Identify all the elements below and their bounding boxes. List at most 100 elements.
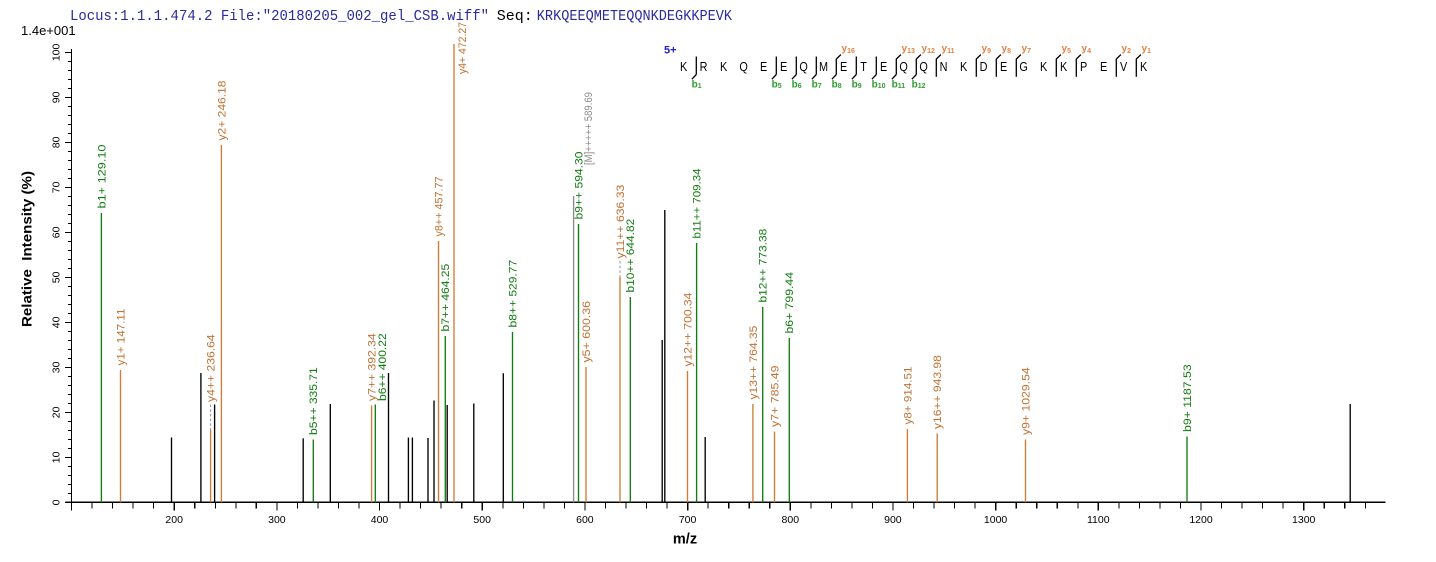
svg-text:100: 100: [51, 43, 63, 61]
svg-text:1000: 1000: [984, 514, 1008, 526]
svg-text:y4+ 472.27: y4+ 472.27: [457, 22, 469, 74]
svg-text:b1: b1: [692, 80, 702, 91]
svg-text:b5: b5: [772, 80, 782, 91]
svg-text:b9++ 594.30: b9++ 594.30: [573, 152, 585, 220]
svg-text:y12++ 700.34: y12++ 700.34: [682, 293, 694, 367]
svg-text:y9+ 1029.54: y9+ 1029.54: [1020, 367, 1032, 435]
svg-text:N: N: [940, 59, 948, 74]
svg-text:1300: 1300: [1292, 514, 1316, 526]
svg-text:10: 10: [51, 451, 63, 463]
svg-text:b12++ 773.38: b12++ 773.38: [758, 229, 770, 303]
svg-text:y5: y5: [1062, 44, 1072, 56]
svg-text:K: K: [1060, 59, 1067, 74]
svg-text:y11: y11: [942, 44, 955, 56]
svg-text:30: 30: [51, 361, 63, 373]
svg-text:800: 800: [782, 514, 800, 526]
svg-text:y13++ 764.35: y13++ 764.35: [748, 326, 760, 400]
svg-text:Q: Q: [739, 59, 747, 74]
svg-text:700: 700: [679, 514, 697, 526]
svg-text:y2+ 246.18: y2+ 246.18: [216, 81, 228, 141]
svg-text:[M]+++++ 589.69: [M]+++++ 589.69: [583, 92, 595, 165]
svg-text:900: 900: [884, 514, 902, 526]
svg-text:20: 20: [51, 406, 63, 418]
svg-text:80: 80: [51, 136, 63, 148]
svg-text:E: E: [760, 59, 767, 74]
svg-text:b10++ 644.82: b10++ 644.82: [625, 219, 637, 293]
svg-text:y13: y13: [902, 44, 915, 56]
svg-text:b11++ 709.34: b11++ 709.34: [692, 169, 704, 239]
svg-text:y1+ 147.11: y1+ 147.11: [115, 309, 127, 366]
svg-text:KRKQEEQMETEQQNKDEGKKPEVK: KRKQEEQMETEQQNKDEGKKPEVK: [537, 8, 732, 25]
svg-text:50: 50: [51, 271, 63, 283]
svg-text:Seq:: Seq:: [497, 8, 533, 25]
svg-text:5+: 5+: [664, 45, 677, 57]
svg-text:0: 0: [51, 499, 63, 505]
svg-text:y7: y7: [1022, 44, 1032, 56]
svg-text:b6+ 799.44: b6+ 799.44: [784, 272, 796, 334]
svg-text:Relative Intensity (%): Relative Intensity (%): [20, 171, 35, 327]
svg-text:y12: y12: [922, 44, 935, 56]
svg-text:y2: y2: [1122, 44, 1132, 56]
svg-text:b6++ 400.22: b6++ 400.22: [377, 333, 389, 401]
svg-text:V: V: [1120, 59, 1127, 74]
svg-text:y9: y9: [982, 44, 992, 56]
svg-text:60: 60: [51, 226, 63, 238]
svg-text:y8+ 914.51: y8+ 914.51: [902, 367, 914, 425]
svg-text:E: E: [1100, 59, 1107, 74]
svg-text:Locus:1.1.1.474.2 File:"201802: Locus:1.1.1.474.2 File:"20180205_002_gel…: [70, 8, 489, 25]
svg-text:y16: y16: [842, 44, 855, 56]
svg-text:b10: b10: [872, 80, 886, 91]
svg-text:y7+ 785.49: y7+ 785.49: [769, 366, 781, 428]
svg-text:T: T: [860, 59, 867, 74]
svg-text:b8: b8: [832, 80, 842, 91]
svg-text:b8++ 529.77: b8++ 529.77: [507, 260, 519, 328]
svg-text:P: P: [1080, 59, 1087, 74]
svg-text:1200: 1200: [1189, 514, 1213, 526]
svg-text:b11: b11: [892, 80, 906, 91]
svg-text:y8++ 457.77: y8++ 457.77: [433, 177, 445, 237]
svg-text:K: K: [1040, 59, 1047, 74]
svg-text:Q: Q: [799, 59, 807, 74]
svg-text:K: K: [720, 59, 727, 74]
svg-text:D: D: [980, 59, 988, 74]
svg-text:b6: b6: [792, 80, 802, 91]
svg-text:y8: y8: [1002, 44, 1012, 56]
svg-text:500: 500: [473, 514, 491, 526]
svg-text:y1: y1: [1142, 44, 1152, 56]
svg-text:y4: y4: [1082, 44, 1092, 56]
svg-text:90: 90: [51, 91, 63, 103]
svg-text:200: 200: [165, 514, 183, 526]
svg-text:300: 300: [268, 514, 286, 526]
svg-text:b5++ 335.71: b5++ 335.71: [308, 367, 320, 435]
svg-text:R: R: [700, 59, 708, 74]
svg-text:K: K: [960, 59, 967, 74]
svg-text:y11++ 636.33: y11++ 636.33: [615, 185, 627, 259]
svg-text:b12: b12: [912, 80, 926, 91]
svg-text:400: 400: [371, 514, 389, 526]
svg-text:1.4e+001: 1.4e+001: [21, 23, 76, 38]
svg-text:E: E: [840, 59, 847, 74]
svg-text:b9: b9: [852, 80, 862, 91]
svg-text:y7++ 392.34: y7++ 392.34: [367, 333, 379, 401]
svg-text:G: G: [1019, 59, 1027, 74]
svg-text:600: 600: [576, 514, 594, 526]
svg-text:E: E: [880, 59, 887, 74]
svg-text:E: E: [780, 59, 787, 74]
svg-text:y16++ 943.98: y16++ 943.98: [932, 355, 944, 429]
svg-text:K: K: [1140, 59, 1147, 74]
svg-text:M: M: [819, 59, 828, 74]
svg-text:Q: Q: [899, 59, 907, 74]
svg-text:b7: b7: [812, 80, 822, 91]
svg-text:E: E: [1000, 59, 1007, 74]
svg-text:K: K: [680, 59, 687, 74]
svg-text:b9+ 1187.53: b9+ 1187.53: [1182, 364, 1194, 432]
svg-text:Q: Q: [919, 59, 927, 74]
svg-text:m/z: m/z: [673, 532, 697, 548]
svg-text:b1+ 129.10: b1+ 129.10: [96, 145, 108, 209]
svg-text:b7++ 464.25: b7++ 464.25: [440, 264, 452, 332]
svg-text:y5+ 600.36: y5+ 600.36: [581, 301, 593, 363]
svg-text:y4++ 236.64: y4++ 236.64: [206, 334, 218, 402]
svg-text:70: 70: [51, 181, 63, 193]
svg-text:40: 40: [51, 316, 63, 328]
svg-text:1100: 1100: [1087, 514, 1110, 526]
